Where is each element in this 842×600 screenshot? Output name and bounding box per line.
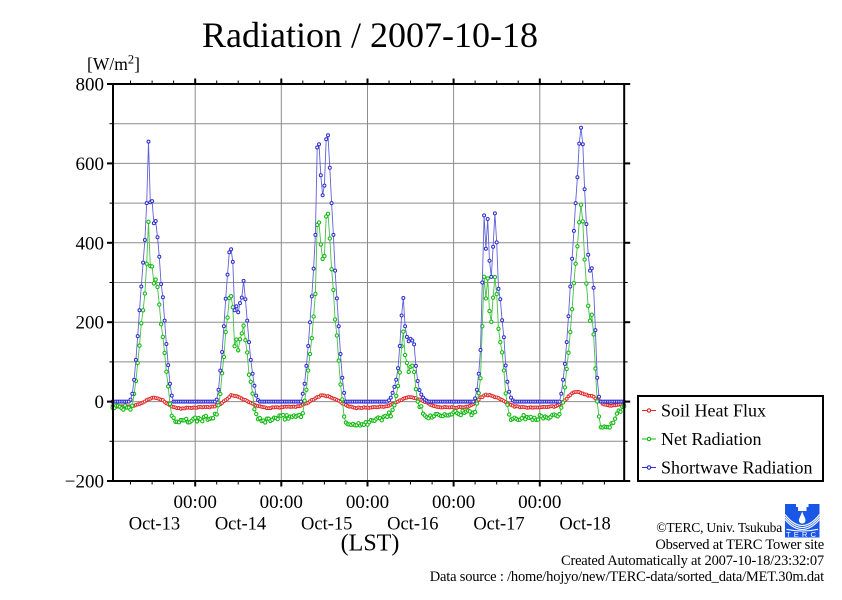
svg-text:Observed at TERC Tower site: Observed at TERC Tower site <box>655 537 824 553</box>
svg-text:200: 200 <box>76 313 105 334</box>
svg-text:00:00: 00:00 <box>518 492 561 513</box>
svg-text:00:00: 00:00 <box>432 492 475 513</box>
svg-text:400: 400 <box>76 233 105 254</box>
svg-text:[W/m2]: [W/m2] <box>87 53 140 75</box>
svg-text:00:00: 00:00 <box>260 492 303 513</box>
svg-text:00:00: 00:00 <box>174 492 217 513</box>
svg-text:Shortwave Radiation: Shortwave Radiation <box>661 458 812 478</box>
svg-text:−200: −200 <box>65 472 104 493</box>
svg-text:Created Automatically at 2007-: Created Automatically at 2007-10-18/23:3… <box>561 553 824 569</box>
svg-text:Oct-15: Oct-15 <box>301 515 352 535</box>
svg-text:Radiation / 2007-10-18: Radiation / 2007-10-18 <box>202 15 538 55</box>
svg-text:Net Radiation: Net Radiation <box>661 429 761 449</box>
svg-text:800: 800 <box>76 75 105 96</box>
svg-text:0: 0 <box>95 392 105 413</box>
svg-text:Oct-16: Oct-16 <box>387 515 438 535</box>
svg-text:Data source : /home/hojyo/new/: Data source : /home/hojyo/new/TERC-data/… <box>430 569 824 585</box>
svg-text:Soil Heat Flux: Soil Heat Flux <box>661 401 766 421</box>
svg-text:TERC: TERC <box>786 530 819 539</box>
svg-text:Oct-17: Oct-17 <box>473 515 524 535</box>
svg-text:(LST): (LST) <box>341 531 400 557</box>
svg-text:00:00: 00:00 <box>346 492 389 513</box>
svg-text:Oct-18: Oct-18 <box>559 515 610 535</box>
svg-text:Oct-14: Oct-14 <box>215 515 266 535</box>
svg-text:Oct-13: Oct-13 <box>129 515 180 535</box>
svg-text:©TERC, Univ. Tsukuba: ©TERC, Univ. Tsukuba <box>656 520 782 535</box>
svg-text:600: 600 <box>76 154 105 175</box>
